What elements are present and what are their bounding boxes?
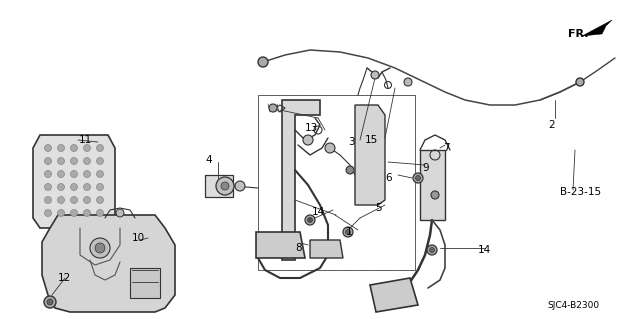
Circle shape [83,158,90,165]
Text: 14: 14 [312,207,325,217]
Circle shape [269,104,277,112]
Circle shape [307,218,312,222]
Text: 3: 3 [348,137,355,147]
Circle shape [346,166,354,174]
Polygon shape [256,232,305,258]
Circle shape [413,173,423,183]
Text: SJC4-B2300: SJC4-B2300 [548,300,600,309]
Bar [258,95,415,270]
Text: 2: 2 [548,120,555,130]
Polygon shape [582,20,612,36]
Polygon shape [33,135,115,228]
Text: 10: 10 [132,233,145,243]
Circle shape [45,145,51,152]
Circle shape [45,210,51,217]
Circle shape [97,183,104,190]
Circle shape [45,170,51,177]
Circle shape [258,57,268,67]
Circle shape [45,158,51,165]
Polygon shape [370,278,418,312]
Circle shape [70,158,77,165]
Text: 11: 11 [79,135,92,145]
Circle shape [47,299,53,305]
Circle shape [404,78,412,86]
Bar [258,95,415,270]
Circle shape [343,227,353,237]
Circle shape [45,183,51,190]
Circle shape [58,210,65,217]
Circle shape [70,170,77,177]
Circle shape [58,183,65,190]
Circle shape [70,197,77,204]
Circle shape [235,181,245,191]
Circle shape [576,78,584,86]
Text: 13: 13 [305,123,318,133]
Text: 6: 6 [385,173,392,183]
Circle shape [83,210,90,217]
Circle shape [70,183,77,190]
Polygon shape [420,150,445,220]
Circle shape [431,191,439,199]
Circle shape [70,210,77,217]
Polygon shape [282,100,320,260]
Circle shape [325,143,335,153]
Text: 1: 1 [346,227,352,237]
Circle shape [415,175,420,181]
Circle shape [45,197,51,204]
Text: 4: 4 [205,155,212,165]
Text: 8: 8 [296,243,302,253]
Circle shape [83,197,90,204]
Circle shape [97,197,104,204]
Circle shape [83,170,90,177]
Text: 7: 7 [443,143,450,153]
Polygon shape [355,105,385,205]
Circle shape [58,145,65,152]
Bar [205,175,233,197]
Circle shape [216,177,234,195]
Text: 5: 5 [376,203,382,213]
Polygon shape [42,215,175,312]
Circle shape [97,210,104,217]
Circle shape [303,135,313,145]
Text: 15: 15 [365,135,378,145]
Circle shape [97,158,104,165]
Circle shape [58,158,65,165]
Circle shape [429,248,435,253]
Circle shape [221,182,229,190]
Circle shape [371,71,379,79]
Circle shape [83,145,90,152]
Circle shape [305,215,315,225]
Text: 9: 9 [422,163,429,173]
Text: B-23-15: B-23-15 [560,187,601,197]
Polygon shape [310,240,343,258]
Text: 12: 12 [58,273,71,283]
Circle shape [116,209,124,217]
Circle shape [83,183,90,190]
Circle shape [95,243,105,253]
Circle shape [44,296,56,308]
Circle shape [58,197,65,204]
Circle shape [90,238,110,258]
Text: 14: 14 [478,245,492,255]
Text: FR.: FR. [568,29,589,39]
Circle shape [427,245,437,255]
Bar [130,268,160,298]
Circle shape [58,170,65,177]
Circle shape [97,170,104,177]
Circle shape [70,145,77,152]
Circle shape [346,229,351,234]
Circle shape [97,145,104,152]
